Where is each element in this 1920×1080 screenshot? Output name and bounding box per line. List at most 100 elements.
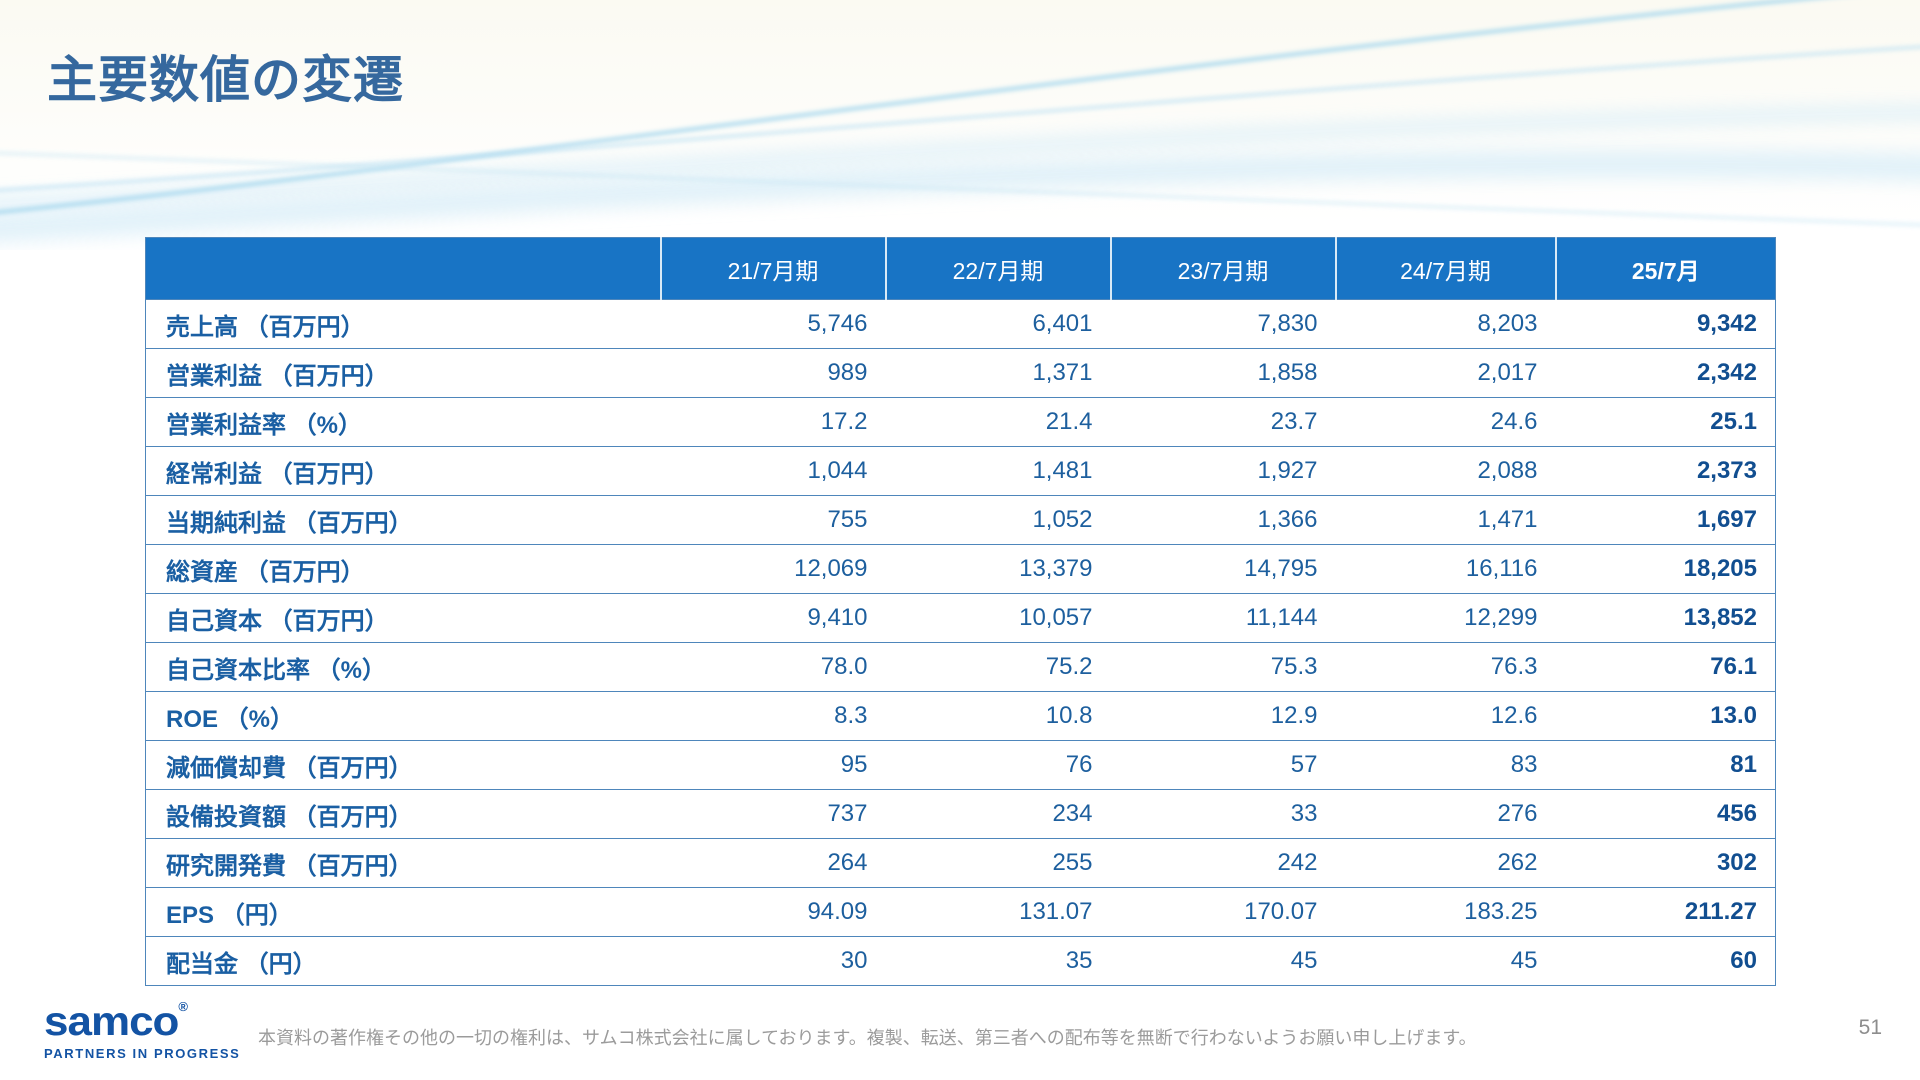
value-cell: 2,342 bbox=[1696, 359, 1757, 386]
value-cell: 60 bbox=[1730, 947, 1757, 974]
value-cell: 12.9 bbox=[1270, 702, 1318, 729]
value-cell: 81 bbox=[1730, 751, 1757, 778]
value-cell: 2,373 bbox=[1696, 457, 1757, 484]
table-body: 売上高 （百万円） 5,746 6,401 7,830 8,203 9,342 営業利益 （… bbox=[145, 299, 1776, 986]
table-row: 自己資本 （百万円） 9,410 10,057 11,144 12,299 13,852 bbox=[145, 593, 1776, 643]
value-cell: 2,017 bbox=[1477, 359, 1538, 386]
header-cell-period: 24/7月期 bbox=[1334, 237, 1556, 300]
value-cell: 302 bbox=[1716, 849, 1757, 876]
value-cell: 9,410 bbox=[807, 604, 868, 631]
value-cell: 276 bbox=[1497, 800, 1538, 827]
value-cell: 57 bbox=[1290, 751, 1318, 778]
value-cell: 8,203 bbox=[1477, 310, 1538, 337]
row-label: 当期純利益 （百万円） bbox=[166, 509, 413, 537]
table-row: 当期純利益 （百万円） 755 1,052 1,366 1,471 1,697 bbox=[145, 495, 1776, 545]
value-cell: 737 bbox=[827, 800, 868, 827]
value-cell: 1,052 bbox=[1032, 506, 1093, 533]
value-cell: 18,205 bbox=[1683, 555, 1757, 582]
slide-title: 主要数値の変遷 bbox=[47, 52, 404, 108]
value-cell: 8.3 bbox=[834, 702, 868, 729]
table-row: 減価償却費 （百万円） 95 76 57 83 81 bbox=[145, 740, 1776, 790]
table-row: EPS （円） 94.09 131.07 170.07 183.25 211.27 bbox=[145, 887, 1776, 937]
value-cell: 21.4 bbox=[1045, 408, 1093, 435]
table-row: 営業利益 （百万円） 989 1,371 1,858 2,017 2,342 bbox=[145, 348, 1776, 398]
value-cell: 183.25 bbox=[1464, 898, 1538, 925]
value-cell: 83 bbox=[1510, 751, 1538, 778]
value-cell: 7,830 bbox=[1257, 310, 1318, 337]
value-cell: 255 bbox=[1052, 849, 1093, 876]
table-row: 営業利益率 （%） 17.2 21.4 23.7 24.6 25.1 bbox=[145, 397, 1776, 447]
value-cell: 2,088 bbox=[1477, 457, 1538, 484]
value-cell: 94.09 bbox=[807, 898, 868, 925]
table-row: ROE （%） 8.3 10.8 12.9 12.6 13.0 bbox=[145, 691, 1776, 741]
page-number: 51 bbox=[1858, 1016, 1882, 1039]
header-cell-label bbox=[145, 237, 661, 300]
table-row: 総資産 （百万円） 12,069 13,379 14,795 16,116 18,205 bbox=[145, 544, 1776, 594]
value-cell: 75.2 bbox=[1045, 653, 1093, 680]
value-cell: 1,044 bbox=[807, 457, 868, 484]
registered-trademark-icon: ® bbox=[178, 999, 189, 1014]
value-cell: 1,858 bbox=[1257, 359, 1318, 386]
value-cell: 11,144 bbox=[1245, 604, 1318, 631]
value-cell: 13.0 bbox=[1710, 702, 1757, 729]
value-cell: 16,116 bbox=[1465, 555, 1538, 582]
value-cell: 1,371 bbox=[1032, 359, 1093, 386]
row-label: ROE （%） bbox=[166, 705, 295, 733]
value-cell: 45 bbox=[1510, 947, 1538, 974]
value-cell: 1,697 bbox=[1696, 506, 1757, 533]
value-cell: 14,795 bbox=[1244, 555, 1318, 582]
value-cell: 131.07 bbox=[1019, 898, 1093, 925]
header-cell-period: 23/7月期 bbox=[1109, 237, 1336, 300]
row-label: 自己資本比率 （%） bbox=[166, 656, 387, 684]
value-cell: 170.07 bbox=[1244, 898, 1318, 925]
value-cell: 23.7 bbox=[1270, 408, 1318, 435]
swoosh-decoration bbox=[0, 0, 1920, 243]
table-row: 配当金 （円） 30 35 45 45 60 bbox=[145, 936, 1776, 986]
value-cell: 10.8 bbox=[1045, 702, 1093, 729]
value-cell: 211.27 bbox=[1684, 898, 1757, 925]
row-label: 研究開発費 （百万円） bbox=[166, 852, 413, 880]
value-cell: 12.6 bbox=[1490, 702, 1538, 729]
value-cell: 1,927 bbox=[1257, 457, 1318, 484]
row-label: 営業利益 （百万円） bbox=[166, 362, 389, 390]
value-cell: 242 bbox=[1277, 849, 1318, 876]
top-background-tint bbox=[0, 0, 1920, 250]
table-row: 売上高 （百万円） 5,746 6,401 7,830 8,203 9,342 bbox=[145, 299, 1776, 349]
value-cell: 9,342 bbox=[1696, 310, 1757, 337]
value-cell: 5,746 bbox=[807, 310, 868, 337]
value-cell: 24.6 bbox=[1490, 408, 1538, 435]
financial-table: 21/7月期 22/7月期 23/7月期 24/7月期 25/7月 売上高 （百万円） 5… bbox=[145, 237, 1776, 986]
value-cell: 1,471 bbox=[1477, 506, 1538, 533]
value-cell: 12,069 bbox=[794, 555, 868, 582]
row-label: EPS （円） bbox=[166, 901, 293, 929]
value-cell: 76.3 bbox=[1490, 653, 1538, 680]
row-label: 売上高 （百万円） bbox=[166, 313, 365, 341]
header-cell-period: 22/7月期 bbox=[884, 237, 1111, 300]
value-cell: 1,481 bbox=[1032, 457, 1093, 484]
value-cell: 13,379 bbox=[1019, 555, 1093, 582]
value-cell: 12,299 bbox=[1464, 604, 1538, 631]
value-cell: 755 bbox=[827, 506, 868, 533]
value-cell: 76 bbox=[1065, 751, 1093, 778]
table-row: 設備投資額 （百万円） 737 234 33 276 456 bbox=[145, 789, 1776, 839]
row-label: 営業利益率 （%） bbox=[166, 411, 363, 439]
value-cell: 6,401 bbox=[1032, 310, 1093, 337]
row-label: 総資産 （百万円） bbox=[166, 558, 365, 586]
value-cell: 10,057 bbox=[1019, 604, 1093, 631]
value-cell: 989 bbox=[827, 359, 868, 386]
value-cell: 234 bbox=[1052, 800, 1093, 827]
copyright-note: 本資料の著作権その他の一切の権利は、サムコ株式会社に属しております。複製、転送、… bbox=[258, 1028, 1477, 1048]
value-cell: 456 bbox=[1716, 800, 1757, 827]
value-cell: 76.1 bbox=[1710, 653, 1757, 680]
logo-tagline: PARTNERS IN PROGRESS bbox=[44, 1046, 241, 1061]
header-cell-period: 25/7月 bbox=[1554, 237, 1776, 300]
logo-wordmark: samco bbox=[44, 999, 179, 1045]
row-label: 設備投資額 （百万円） bbox=[166, 803, 413, 831]
value-cell: 30 bbox=[840, 947, 868, 974]
value-cell: 262 bbox=[1497, 849, 1538, 876]
value-cell: 33 bbox=[1290, 800, 1318, 827]
header-cell-period: 21/7月期 bbox=[659, 237, 886, 300]
table-header-row: 21/7月期 22/7月期 23/7月期 24/7月期 25/7月 bbox=[145, 237, 1776, 300]
financial-table-container: 21/7月期 22/7月期 23/7月期 24/7月期 25/7月 売上高 （百万円） 5… bbox=[145, 237, 1776, 986]
value-cell: 13,852 bbox=[1683, 604, 1757, 631]
